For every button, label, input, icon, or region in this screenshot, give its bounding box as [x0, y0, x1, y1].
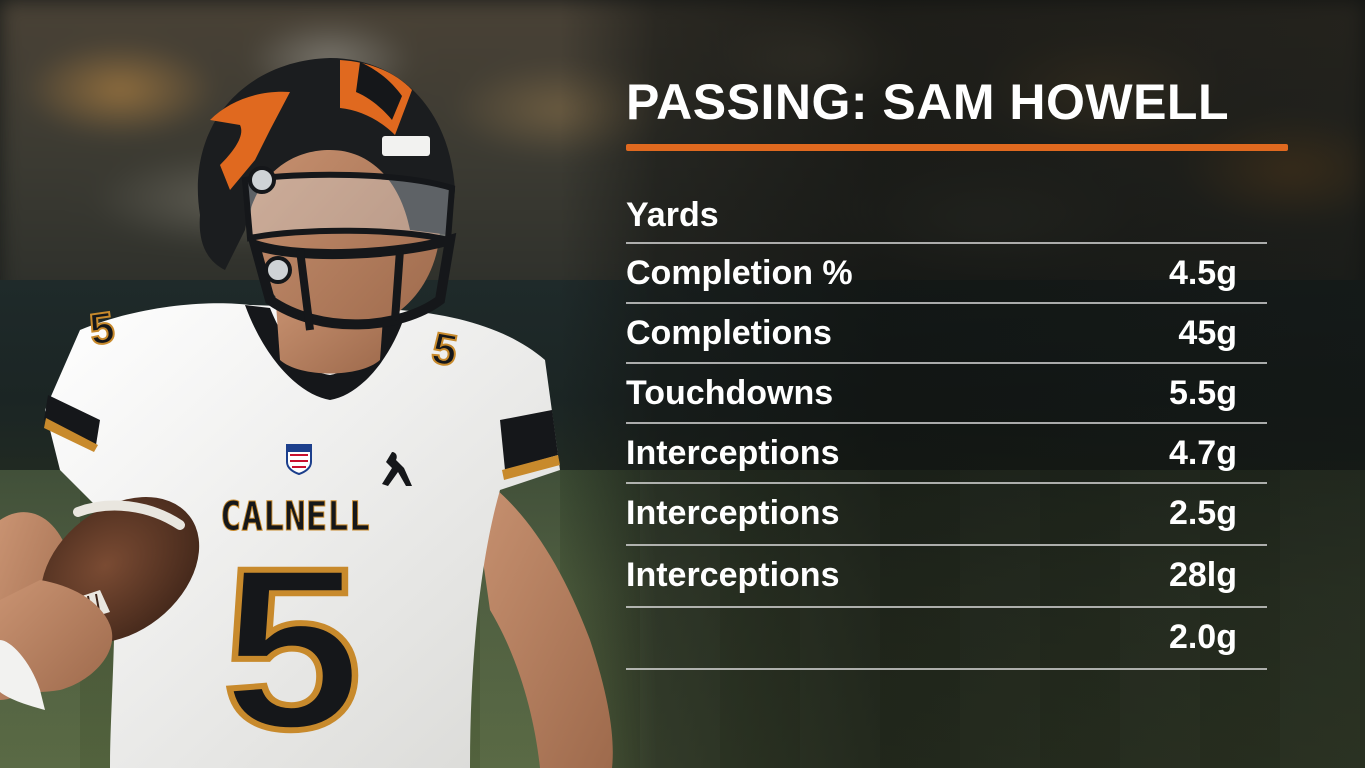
stat-label: Interceptions — [626, 494, 840, 532]
player-image: 5 5 CALNELL 5 — [0, 58, 613, 768]
nfl-shield-icon — [286, 444, 312, 476]
stat-row: 2.0g — [626, 608, 1267, 670]
jersey-collar — [245, 305, 405, 400]
stat-row: Interceptions 4.7g — [626, 424, 1267, 484]
stat-label: Interceptions — [626, 434, 840, 472]
stat-value: 28lg — [1168, 556, 1237, 594]
stat-value: 4.5g — [1168, 254, 1237, 292]
stat-row: Interceptions 2.5g — [626, 484, 1267, 546]
stat-value: 2.5g — [1168, 494, 1237, 532]
stat-row: Interceptions 28lg — [626, 546, 1267, 608]
helmet — [197, 58, 457, 331]
stat-row: Touchdowns 5.5g — [626, 364, 1267, 424]
jersey-number: 5 — [222, 520, 362, 768]
wristband — [0, 640, 45, 710]
stats-header-row: Yards — [626, 194, 1267, 244]
stats-list: Yards Completion % 4.5g Completions 45g … — [626, 194, 1267, 670]
stat-value: 45g — [1178, 314, 1237, 352]
stat-label: Interceptions — [626, 556, 840, 594]
stat-value: 5.5g — [1168, 374, 1237, 412]
stat-row: Completions 45g — [626, 304, 1267, 364]
title-accent-rule — [626, 144, 1288, 151]
stat-row: Completion % 4.5g — [626, 244, 1267, 304]
helmet-logo-icon — [210, 91, 290, 190]
stat-value: 2.0g — [1168, 618, 1237, 656]
stats-panel: PASSING: SAM HOWELL Yards Completion % 4… — [626, 72, 1288, 670]
stat-label: Completions — [626, 314, 832, 352]
jersey-team-name: CALNELL — [220, 494, 370, 540]
stats-header-label: Yards — [626, 196, 719, 234]
player-jersey — [45, 303, 560, 768]
player-hand — [0, 580, 113, 692]
stats-overlay — [560, 0, 1365, 768]
stats-title: PASSING: SAM HOWELL — [626, 74, 1230, 130]
jumpman-logo-icon — [382, 452, 412, 486]
stat-label: Completion % — [626, 254, 853, 292]
stat-label: Touchdowns — [626, 374, 834, 412]
player-arm-right — [470, 470, 613, 768]
stat-value: 4.7g — [1168, 434, 1237, 472]
